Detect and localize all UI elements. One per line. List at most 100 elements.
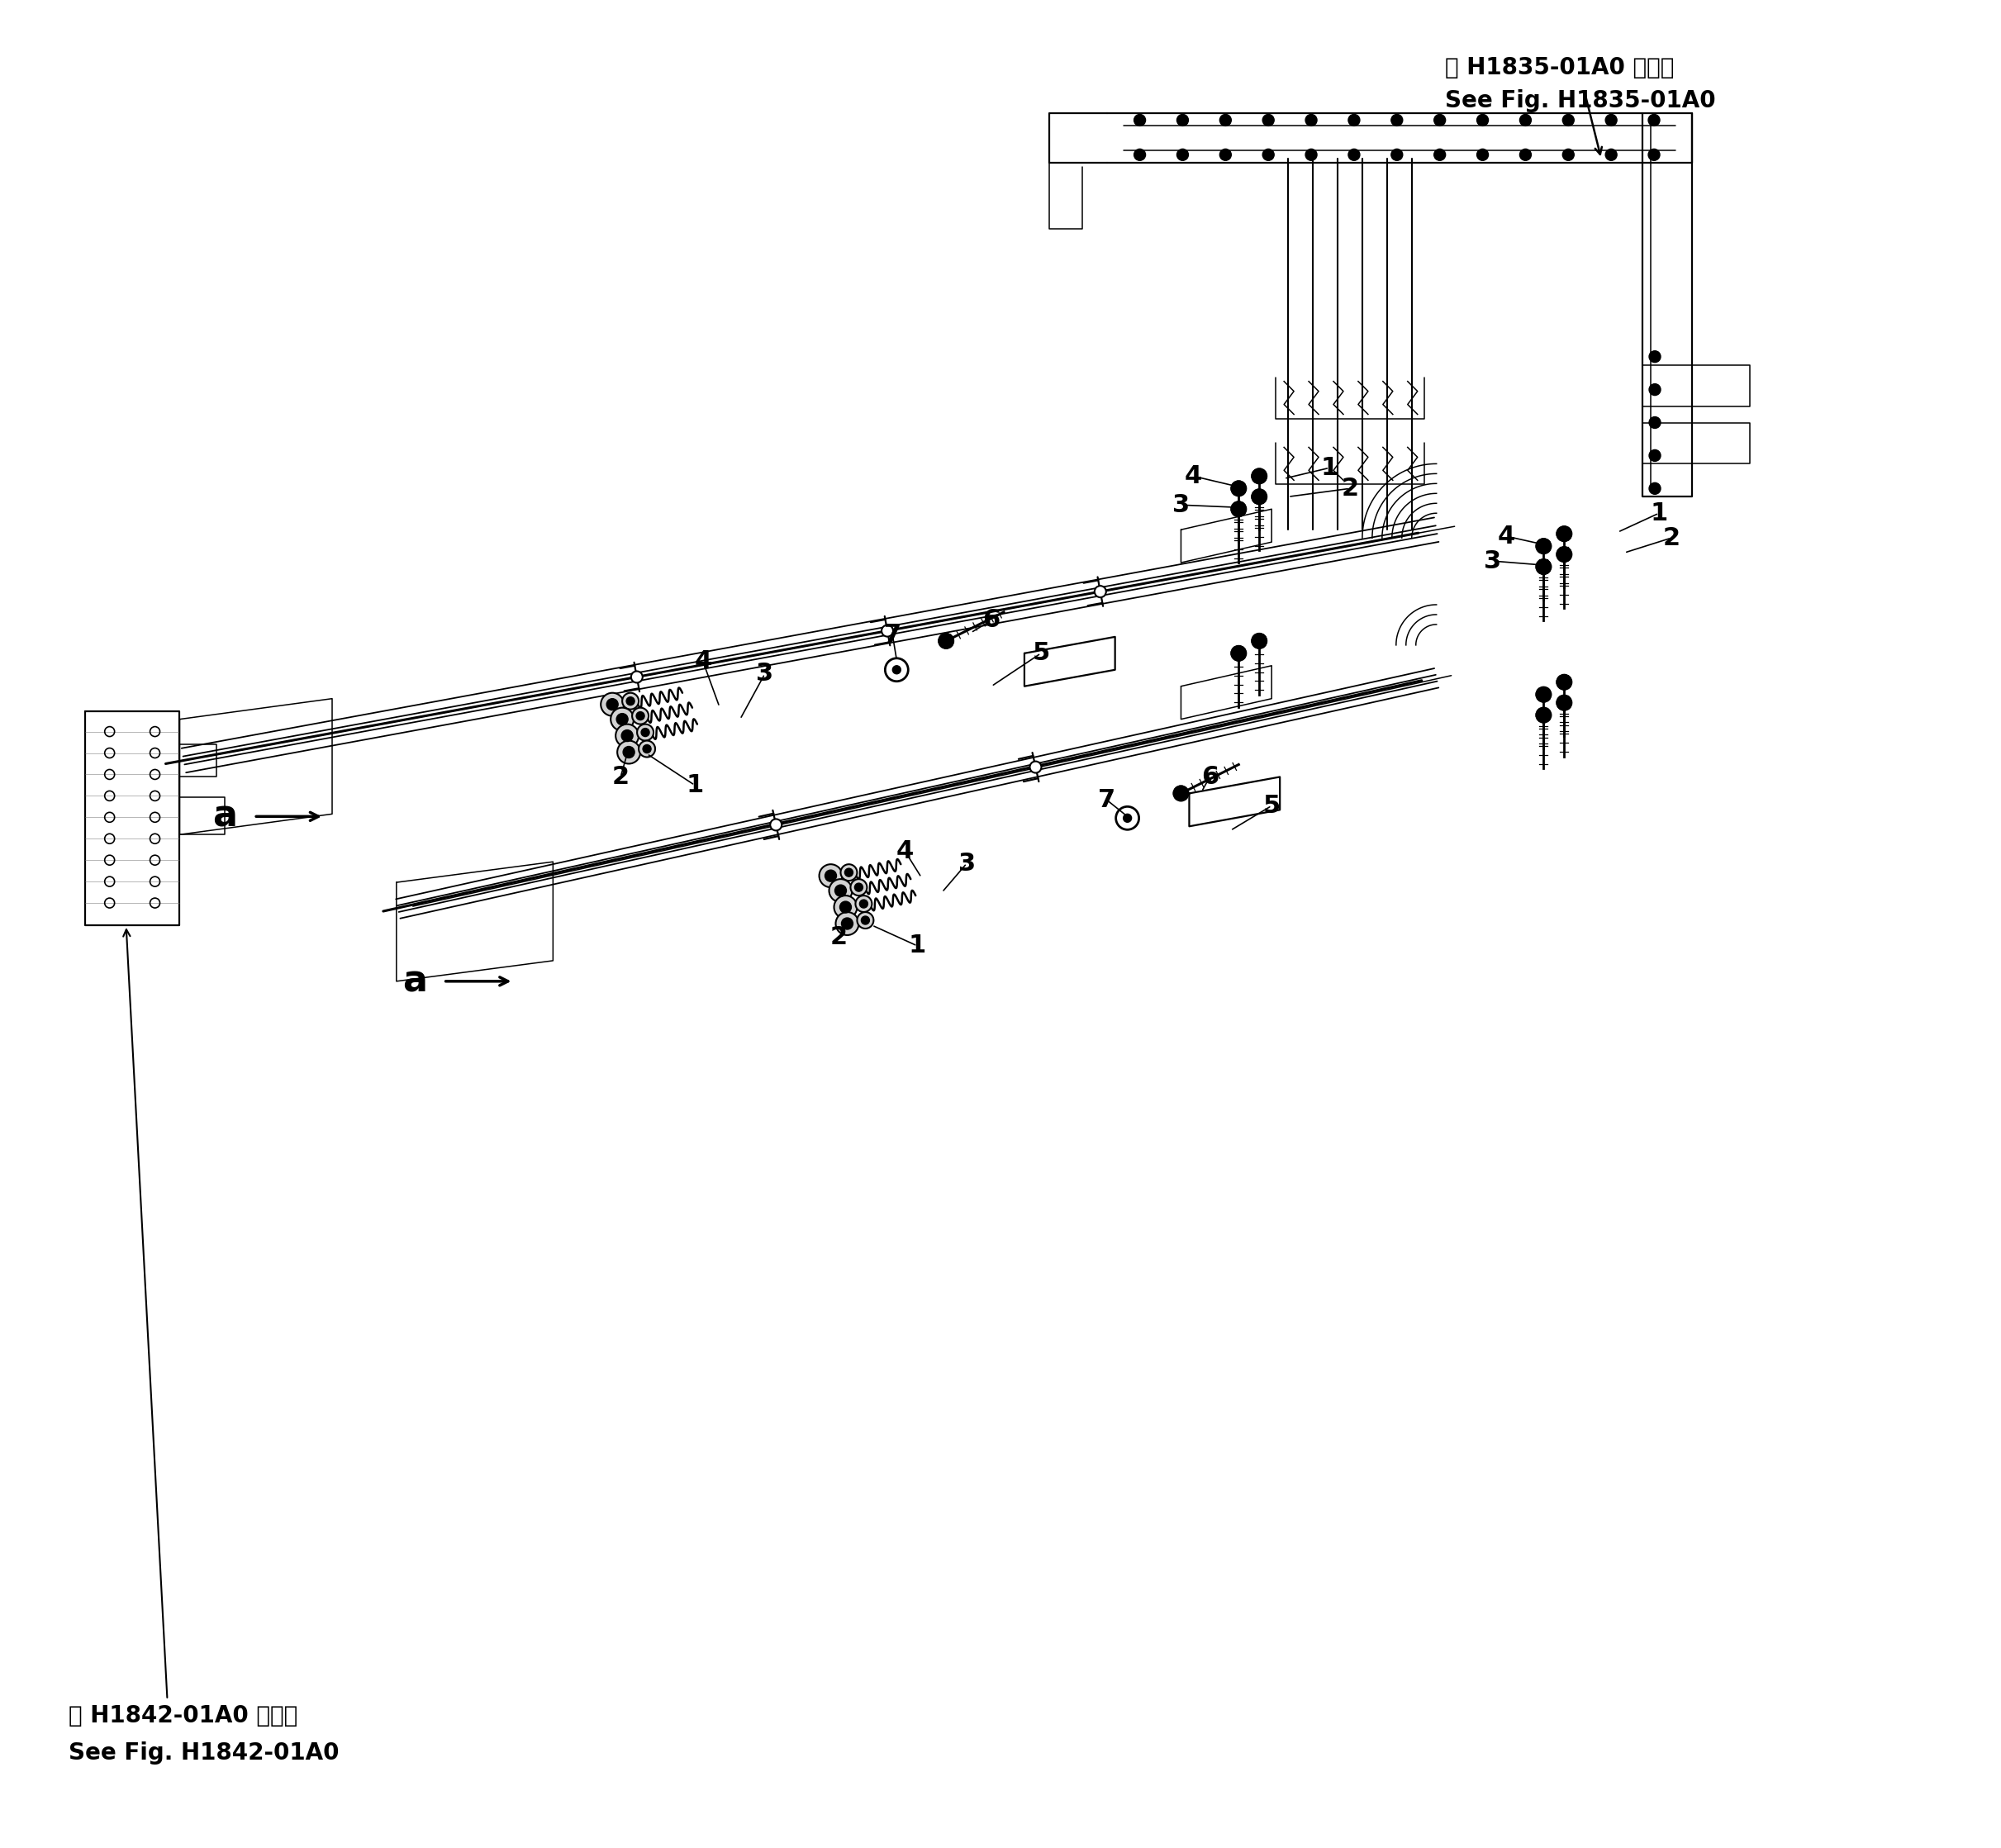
Circle shape <box>622 730 632 741</box>
Circle shape <box>1305 150 1317 161</box>
Circle shape <box>860 917 870 924</box>
Text: See Fig. H1842-01A0: See Fig. H1842-01A0 <box>68 1741 338 1765</box>
Circle shape <box>1435 150 1445 161</box>
Text: 5: 5 <box>1033 641 1051 665</box>
Circle shape <box>1537 560 1551 575</box>
Circle shape <box>1557 675 1571 689</box>
Circle shape <box>1563 115 1575 126</box>
Circle shape <box>844 869 852 876</box>
Text: 2: 2 <box>1341 477 1359 501</box>
Text: 1: 1 <box>686 772 704 796</box>
Circle shape <box>1263 115 1275 126</box>
Text: 6: 6 <box>982 608 1000 632</box>
Circle shape <box>1135 150 1145 161</box>
Text: 6: 6 <box>1201 765 1219 789</box>
Circle shape <box>884 658 908 682</box>
Circle shape <box>632 708 648 724</box>
Circle shape <box>1135 115 1145 126</box>
Circle shape <box>834 885 846 896</box>
Circle shape <box>638 741 654 758</box>
Circle shape <box>840 902 850 913</box>
Circle shape <box>622 747 634 758</box>
Text: 3: 3 <box>958 852 974 876</box>
Circle shape <box>1231 480 1247 495</box>
Circle shape <box>1649 150 1659 161</box>
Text: 4: 4 <box>1497 525 1515 549</box>
Circle shape <box>1177 115 1189 126</box>
Circle shape <box>1031 761 1041 772</box>
Text: See Fig. H1835-01A0: See Fig. H1835-01A0 <box>1445 89 1715 113</box>
Circle shape <box>622 693 638 710</box>
Circle shape <box>1177 150 1189 161</box>
Circle shape <box>616 724 638 747</box>
Circle shape <box>842 918 852 930</box>
Circle shape <box>1231 501 1247 516</box>
Text: 4: 4 <box>896 839 914 863</box>
Circle shape <box>1519 115 1531 126</box>
Text: 7: 7 <box>884 623 900 647</box>
Circle shape <box>1123 813 1131 822</box>
Text: 4: 4 <box>1185 464 1203 488</box>
Text: 2: 2 <box>1663 527 1681 551</box>
Circle shape <box>1605 115 1617 126</box>
Circle shape <box>1557 527 1571 541</box>
Circle shape <box>636 711 644 721</box>
Circle shape <box>1537 687 1551 702</box>
Circle shape <box>1173 785 1189 800</box>
Circle shape <box>1253 490 1267 505</box>
Circle shape <box>1649 449 1661 462</box>
Text: 2: 2 <box>830 926 848 950</box>
Text: a: a <box>212 798 238 833</box>
Circle shape <box>1263 150 1275 161</box>
Circle shape <box>1231 647 1247 662</box>
Circle shape <box>1349 150 1361 161</box>
Text: 4: 4 <box>694 649 712 673</box>
Circle shape <box>626 697 634 706</box>
Text: 1: 1 <box>908 933 926 957</box>
Circle shape <box>818 865 842 887</box>
Circle shape <box>1253 634 1267 649</box>
Circle shape <box>606 699 618 710</box>
Circle shape <box>892 665 900 675</box>
Circle shape <box>1253 469 1267 484</box>
Circle shape <box>1391 115 1403 126</box>
Circle shape <box>1221 115 1231 126</box>
Circle shape <box>1095 586 1107 597</box>
Circle shape <box>834 896 856 918</box>
Text: 3: 3 <box>756 662 774 686</box>
Circle shape <box>824 870 836 881</box>
Circle shape <box>1649 418 1661 429</box>
Circle shape <box>1563 150 1575 161</box>
Circle shape <box>1435 115 1445 126</box>
Circle shape <box>1649 384 1661 395</box>
Circle shape <box>836 913 858 935</box>
Circle shape <box>616 741 640 763</box>
Circle shape <box>642 745 650 752</box>
Circle shape <box>1649 482 1661 493</box>
Circle shape <box>1519 150 1531 161</box>
Circle shape <box>850 880 866 896</box>
Circle shape <box>770 819 782 830</box>
Circle shape <box>938 634 954 649</box>
Circle shape <box>1557 695 1571 710</box>
Text: 7: 7 <box>1099 787 1115 811</box>
Circle shape <box>1649 351 1661 362</box>
Circle shape <box>640 728 650 737</box>
Circle shape <box>1221 150 1231 161</box>
Circle shape <box>1349 115 1361 126</box>
Circle shape <box>840 865 856 881</box>
Circle shape <box>636 724 654 741</box>
Circle shape <box>1117 806 1139 830</box>
Text: 1: 1 <box>1321 456 1339 480</box>
Text: a: a <box>402 963 426 1000</box>
Circle shape <box>600 693 624 715</box>
Circle shape <box>828 880 852 902</box>
Circle shape <box>882 625 892 636</box>
Circle shape <box>1537 708 1551 723</box>
Text: 5: 5 <box>1263 795 1281 817</box>
Circle shape <box>1605 150 1617 161</box>
Circle shape <box>616 713 628 724</box>
Circle shape <box>1557 547 1571 562</box>
Circle shape <box>1391 150 1403 161</box>
Circle shape <box>1537 540 1551 554</box>
